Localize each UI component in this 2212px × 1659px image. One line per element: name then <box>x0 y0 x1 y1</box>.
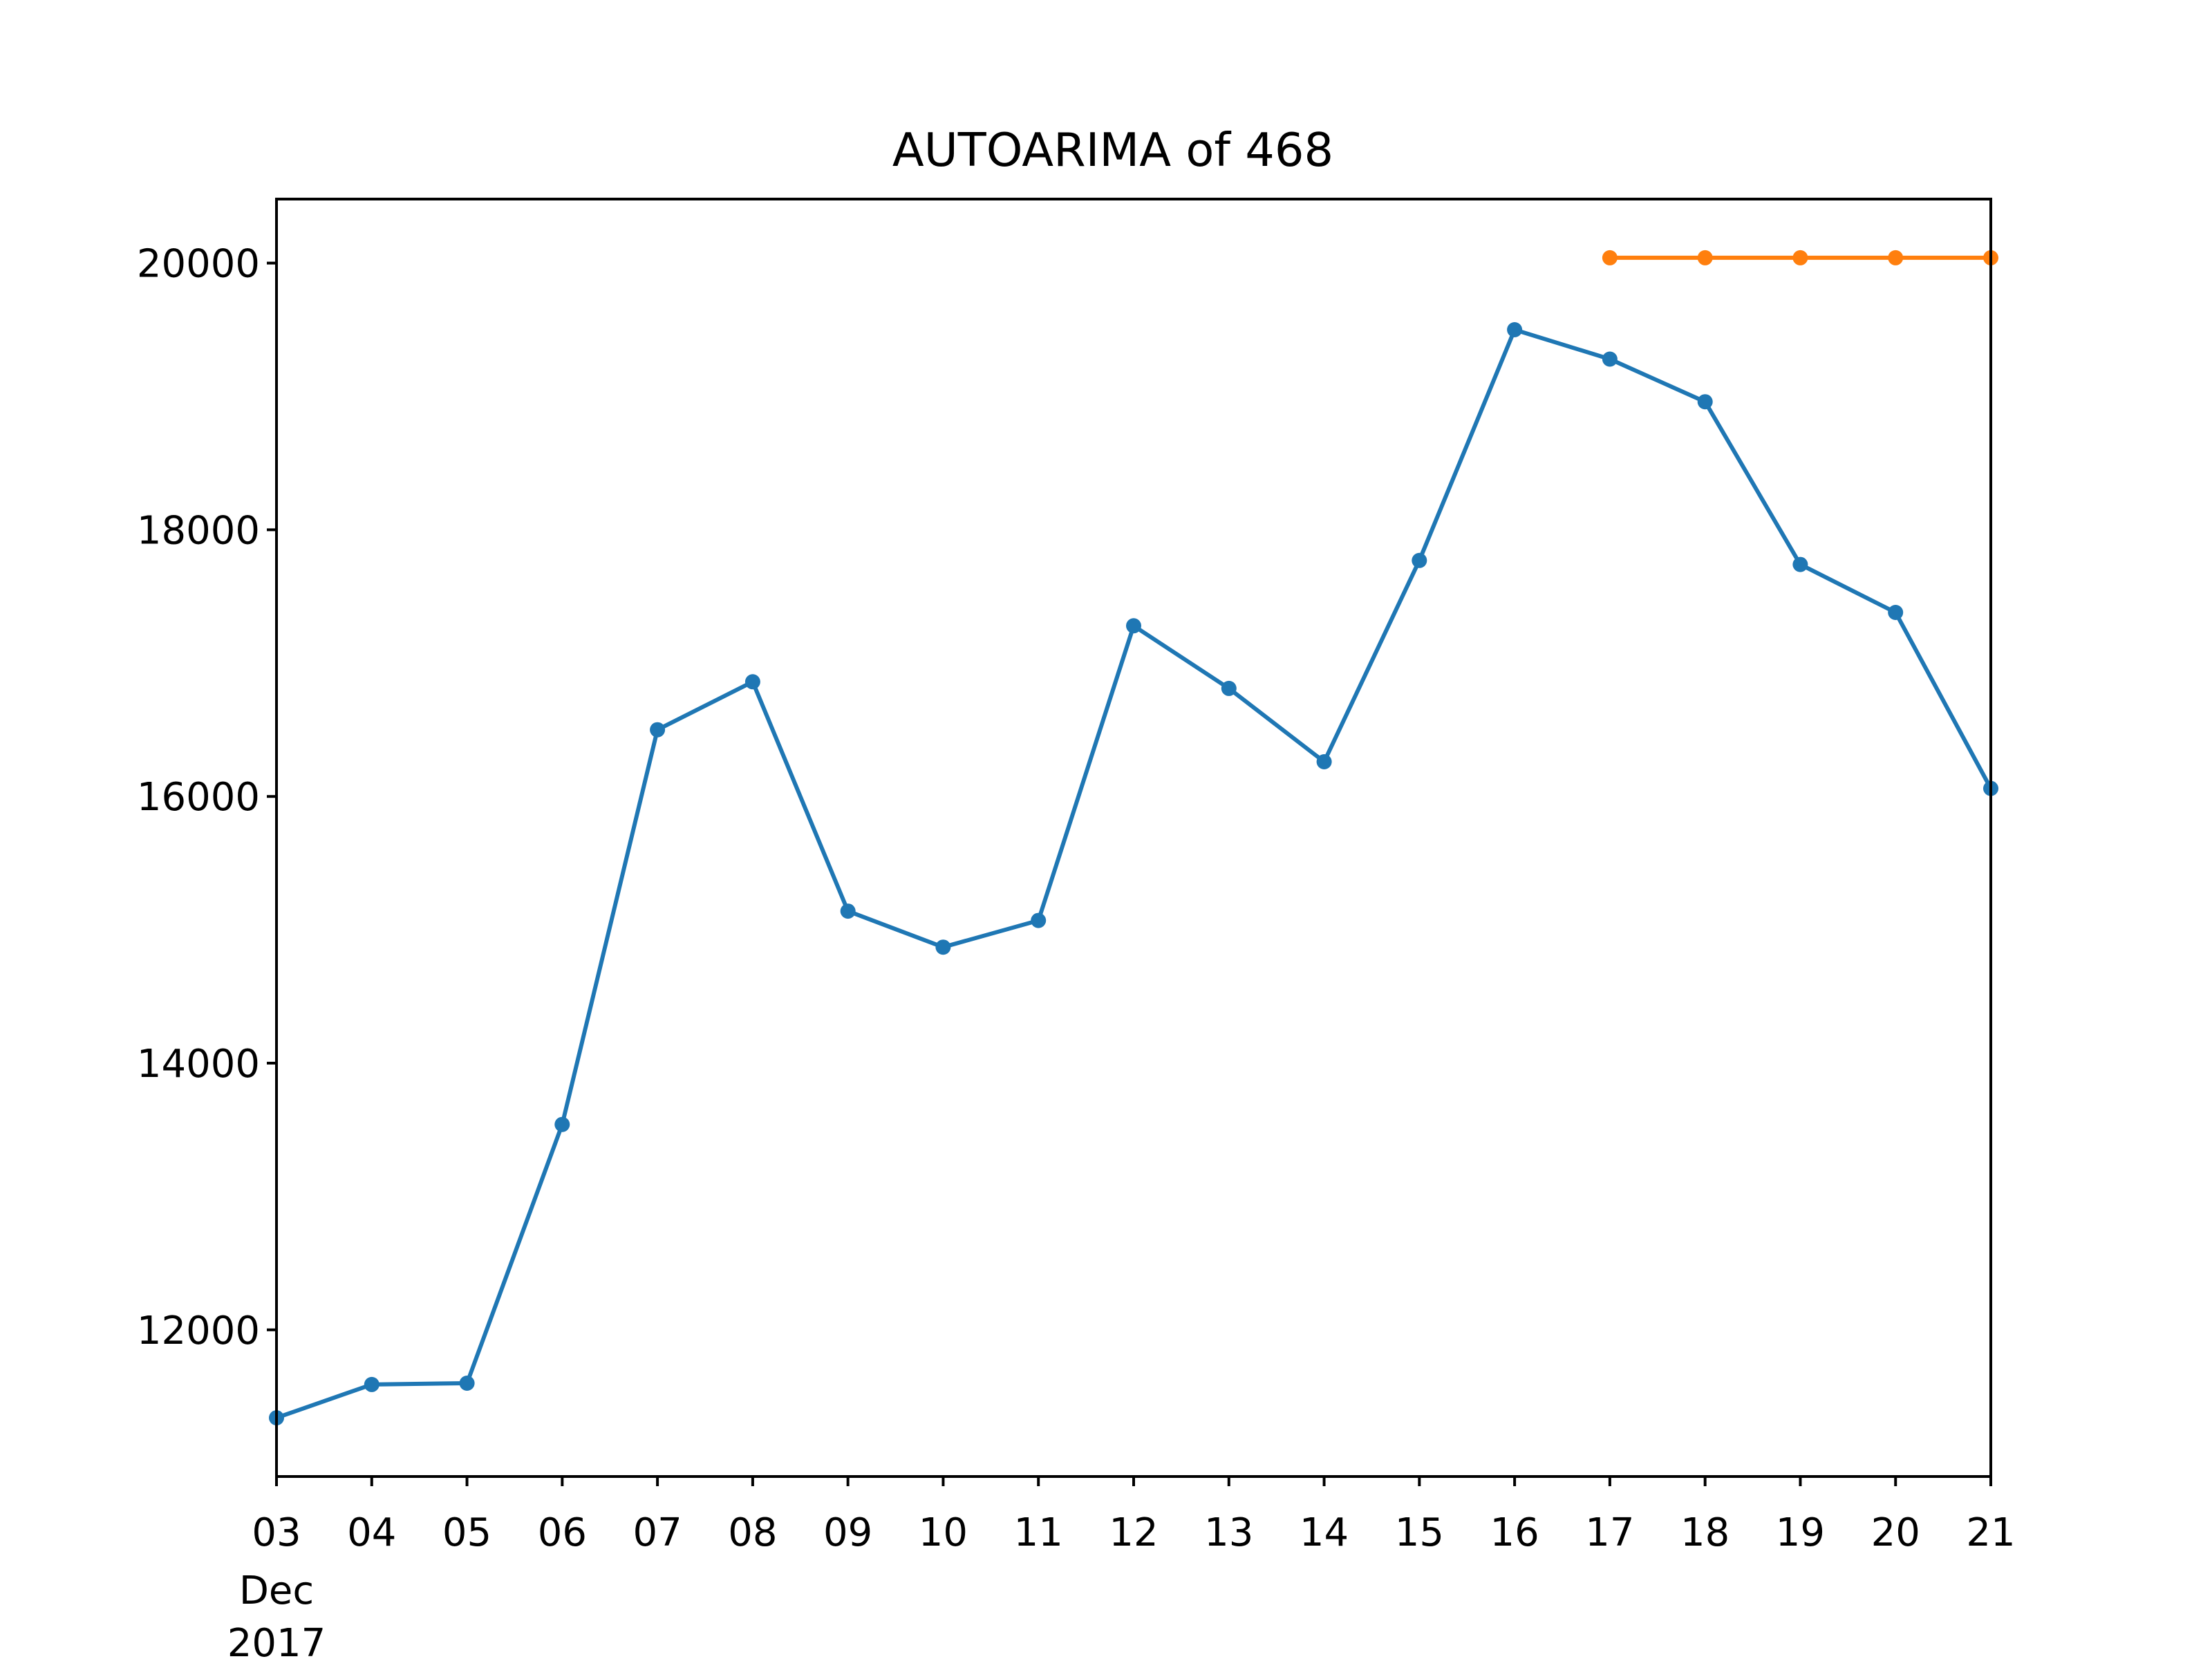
series-0-point-11 <box>1316 754 1332 769</box>
x-tick-label-10: 10 <box>919 1510 968 1555</box>
x-tick-label-12: 12 <box>1109 1510 1158 1555</box>
x-tick-label-15: 15 <box>1395 1510 1444 1555</box>
series-layer <box>269 250 1998 1426</box>
x-tick-label-20: 20 <box>1871 1510 1920 1555</box>
x-tick-label-06: 06 <box>538 1510 587 1555</box>
series-0-point-12 <box>1412 552 1427 568</box>
series-0-point-9 <box>1126 618 1141 634</box>
y-tick-label-16000: 16000 <box>137 775 260 820</box>
x-tick-label-05: 05 <box>442 1510 491 1555</box>
x-month-label: Dec <box>239 1568 314 1613</box>
x-axis: 03 04 05 06 07 08 09 10 11 12 13 14 15 16 17 18 19 20 21 De… <box>227 1477 2016 1659</box>
plot-frame <box>275 198 1992 1478</box>
y-tick-label-18000: 18000 <box>137 508 260 553</box>
x-tick-label-08: 08 <box>728 1510 777 1555</box>
series-1-point-0 <box>1602 250 1618 265</box>
series-1-point-1 <box>1697 250 1713 265</box>
y-tick-label-20000: 20000 <box>137 242 260 287</box>
series-0-point-6 <box>840 903 856 919</box>
series-1-point-2 <box>1792 250 1808 265</box>
series-0-point-13 <box>1507 322 1523 337</box>
series-0-point-4 <box>650 722 666 738</box>
x-tick-label-17: 17 <box>1585 1510 1634 1555</box>
x-tick-label-11: 11 <box>1014 1510 1063 1555</box>
x-tick-label-07: 07 <box>632 1510 682 1555</box>
series-0-point-3 <box>554 1116 570 1132</box>
x-tick-label-16: 16 <box>1490 1510 1539 1555</box>
x-tick-label-14: 14 <box>1300 1510 1349 1555</box>
chart-title: AUTOARIMA of 468 <box>892 123 1333 177</box>
y-tick-label-14000: 14000 <box>137 1042 260 1087</box>
x-tick-label-03: 03 <box>252 1510 301 1555</box>
x-tick-label-18: 18 <box>1680 1510 1730 1555</box>
series-0-point-1 <box>364 1376 379 1392</box>
x-tick-label-19: 19 <box>1776 1510 1825 1555</box>
series-0-point-15 <box>1697 394 1713 410</box>
x-year-label: 2017 <box>227 1621 326 1659</box>
series-0-point-2 <box>459 1376 475 1391</box>
x-tick-label-04: 04 <box>347 1510 396 1555</box>
series-0-point-14 <box>1602 351 1618 367</box>
series-0-point-7 <box>935 939 951 955</box>
series-0-point-16 <box>1792 556 1808 572</box>
series-0-point-5 <box>744 674 760 690</box>
x-tick-label-13: 13 <box>1204 1510 1253 1555</box>
series-0-point-10 <box>1221 680 1237 696</box>
series-0-point-17 <box>1888 605 1904 620</box>
y-axis: 12000 14000 16000 18000 20000 <box>137 242 276 1353</box>
series-0-point-8 <box>1031 912 1047 928</box>
series-1-point-3 <box>1888 250 1904 265</box>
x-tick-label-09: 09 <box>823 1510 872 1555</box>
x-tick-label-21: 21 <box>1966 1510 2015 1555</box>
y-tick-label-12000: 12000 <box>137 1309 260 1353</box>
